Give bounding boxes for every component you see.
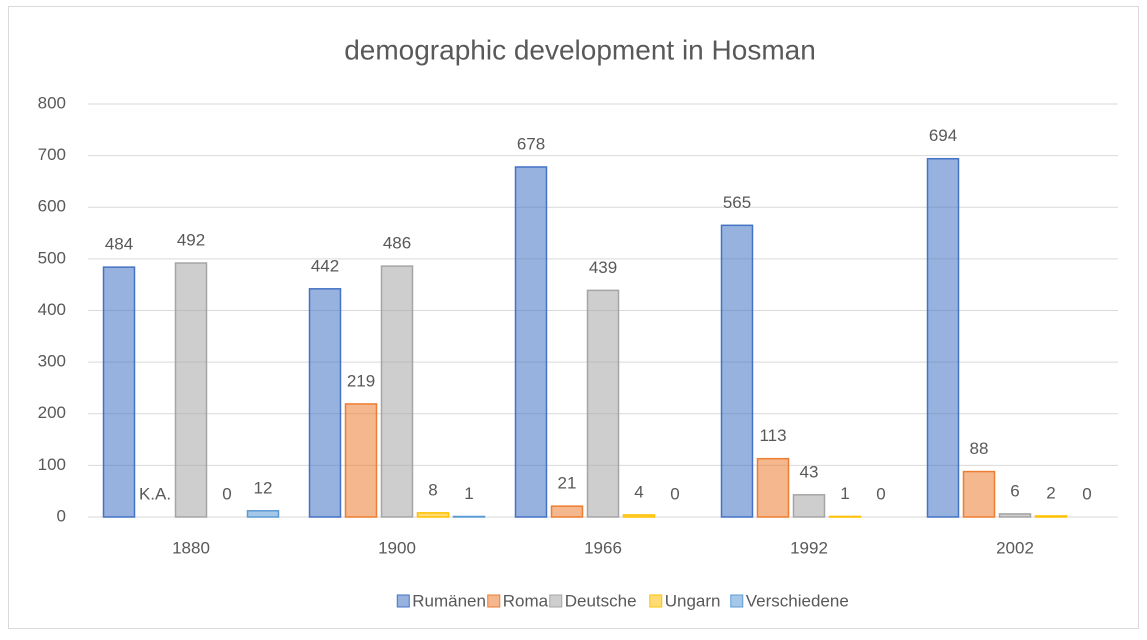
value-label: 2 [1046,483,1055,502]
value-label: 0 [670,484,679,503]
value-label: 486 [383,234,411,253]
x-tick-label: 1992 [790,538,828,557]
value-label: 492 [177,230,205,249]
bar [308,288,342,518]
value-label: 43 [800,462,819,481]
bar [622,514,656,518]
value-label: 1 [464,484,473,503]
legend-label: Verschiedene [746,591,849,610]
x-tick-label: 1966 [584,538,622,557]
value-label: 484 [105,235,133,254]
y-tick-label: 100 [38,455,66,474]
bar [1034,515,1068,518]
value-label: 0 [876,484,885,503]
value-label: 21 [558,474,577,493]
y-tick-label: 600 [38,197,66,216]
y-tick-label: 200 [38,403,66,422]
x-tick-label: 2002 [996,538,1034,557]
bar [720,224,754,518]
value-label: 88 [970,439,989,458]
value-label: 439 [589,258,617,277]
y-tick-label: 400 [38,300,66,319]
bar [756,457,790,518]
value-label: 1 [840,484,849,503]
chart-title: demographic development in Hosman [344,34,816,65]
bar [174,262,208,518]
y-tick-label: 800 [38,93,66,112]
bar [246,510,280,518]
value-label: 6 [1010,481,1019,500]
legend-swatch [730,594,744,608]
bar [550,505,584,518]
legend-label: Deutsche [565,591,637,610]
legend-swatch [396,594,410,608]
value-label: 678 [517,134,545,153]
y-tick-label: 700 [38,145,66,164]
y-tick-label: 0 [57,506,66,525]
value-label: 113 [759,426,786,445]
legend-swatch [549,594,563,608]
legend-swatch [487,594,501,608]
value-label: 565 [723,193,751,212]
bar [998,513,1032,518]
bar [926,157,960,518]
bar [514,166,548,518]
value-label: K.A. [139,484,171,503]
legend-label: Rumänen [412,591,486,610]
value-label: 694 [929,126,957,145]
y-tick-label: 500 [38,248,66,267]
bar [102,266,136,518]
legend-label: Roma [503,591,549,610]
bar [962,470,996,518]
value-label: 219 [347,371,375,390]
value-label: 0 [222,484,231,503]
value-label: 8 [428,480,437,499]
value-label: 4 [634,482,643,501]
bar [586,289,620,518]
x-tick-label: 1880 [172,538,210,557]
value-label: 12 [254,478,273,497]
value-label: 442 [311,256,339,275]
bar [792,494,826,518]
value-label: 0 [1082,484,1091,503]
y-tick-label: 300 [38,352,66,371]
legend-label: Ungarn [665,591,721,610]
legend-swatch [649,594,663,608]
bar [344,403,378,518]
bar [416,512,450,518]
bar [452,515,486,518]
bar [380,265,414,518]
bar [828,515,862,518]
x-tick-label: 1900 [378,538,416,557]
